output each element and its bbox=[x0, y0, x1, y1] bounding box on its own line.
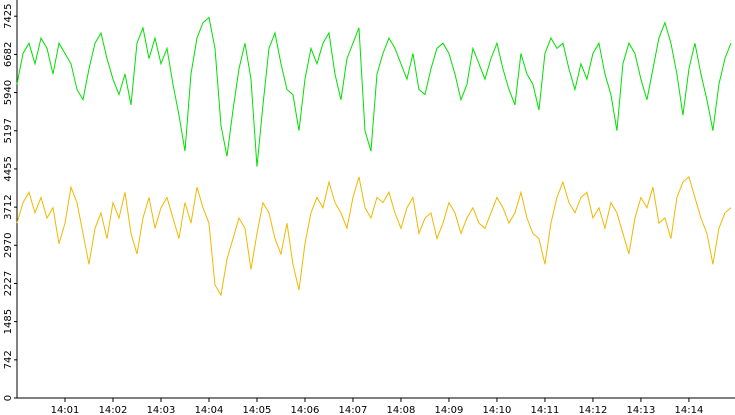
y-tick-label: 742 bbox=[3, 350, 14, 369]
x-tick-label: 14:04 bbox=[195, 405, 224, 415]
x-tick-label: 14:06 bbox=[291, 405, 320, 415]
y-tick-label: 3712 bbox=[3, 194, 14, 219]
y-tick-label: 4455 bbox=[3, 156, 14, 181]
y-tick-label: 7425 bbox=[3, 3, 14, 28]
x-tick-label: 14:10 bbox=[483, 405, 512, 415]
series-line bbox=[16, 16, 732, 167]
y-tick-label: 5940 bbox=[3, 80, 14, 105]
x-tick-label: 14:01 bbox=[51, 405, 80, 415]
x-tick-label: 14:07 bbox=[339, 405, 368, 415]
x-tick-label: 14:09 bbox=[435, 405, 464, 415]
x-tick-label: 14:11 bbox=[531, 405, 560, 415]
x-tick-label: 14:05 bbox=[243, 405, 272, 415]
y-tick-label: 1485 bbox=[3, 309, 14, 334]
x-tick-label: 14:03 bbox=[147, 405, 176, 415]
x-tick-label: 14:12 bbox=[579, 405, 608, 415]
y-tick-label: 5197 bbox=[3, 118, 14, 143]
y-tick-label: 6682 bbox=[3, 42, 14, 67]
y-tick-label: 2227 bbox=[3, 271, 14, 296]
x-tick-label: 14:02 bbox=[99, 405, 128, 415]
y-tick-label: 2970 bbox=[3, 233, 14, 258]
x-tick-label: 14:08 bbox=[387, 405, 416, 415]
series-line bbox=[16, 176, 732, 297]
y-tick-label: 0 bbox=[3, 395, 14, 401]
x-tick-label: 14:14 bbox=[675, 405, 704, 415]
x-tick-label: 14:13 bbox=[627, 405, 656, 415]
